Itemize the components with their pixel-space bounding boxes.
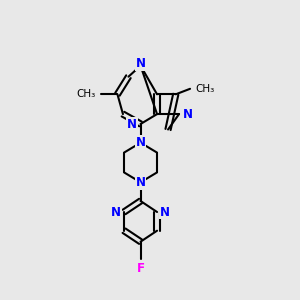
Text: CH₃: CH₃ xyxy=(76,89,95,99)
Text: N: N xyxy=(160,206,170,218)
Text: N: N xyxy=(127,118,137,130)
Text: N: N xyxy=(136,57,146,70)
Text: N: N xyxy=(111,206,121,218)
Text: N: N xyxy=(183,108,193,121)
Text: N: N xyxy=(136,176,146,189)
Text: N: N xyxy=(136,136,146,149)
Text: F: F xyxy=(136,262,145,275)
Text: CH₃: CH₃ xyxy=(196,84,215,94)
